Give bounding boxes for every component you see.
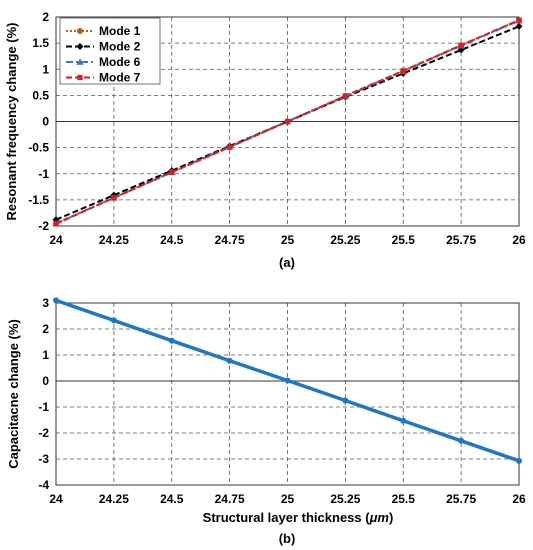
x-tick-label: 25: [281, 492, 295, 506]
y-tick-label: -0.5: [28, 141, 49, 155]
x-axis-label: Structural layer thickness (μm): [203, 510, 394, 525]
x-axis-label-text: Structural layer thickness (: [203, 510, 371, 525]
series-line: [55, 25, 520, 221]
data-point: [111, 195, 117, 201]
x-tick-label: 25.25: [330, 233, 360, 247]
plot-frame: [55, 16, 520, 227]
legend-box: [59, 17, 161, 85]
legend-label: Mode 1: [99, 24, 141, 38]
y-tick-label: -2: [38, 426, 49, 440]
legend-marker: [77, 28, 83, 34]
data-point: [458, 437, 465, 444]
data-point: [400, 417, 407, 424]
y-axis-label: Resonant frequency change (%): [4, 23, 19, 221]
series-line: [55, 19, 520, 225]
data-point: [227, 144, 233, 150]
x-axis-label-end: ): [389, 510, 393, 525]
data-point: [284, 118, 291, 125]
legend-marker: [77, 74, 83, 81]
y-tick-label: -4: [38, 478, 49, 492]
y-tick-label: 2: [42, 322, 49, 336]
x-axis-label-unit: μm: [369, 510, 390, 525]
x-tick-label: 24.75: [215, 233, 245, 247]
x-tick-label: 24.25: [99, 233, 129, 247]
y-tick-label: 0.5: [32, 88, 49, 102]
data-point: [458, 42, 464, 48]
x-tick-label: 25.5: [392, 233, 416, 247]
y-tick-label: 2: [42, 10, 49, 24]
x-tick-label: 24.25: [99, 492, 129, 506]
x-tick-label: 24: [49, 233, 63, 247]
data-point: [169, 169, 175, 175]
legend-marker: [76, 43, 84, 50]
x-tick-label: 24.75: [215, 492, 245, 506]
x-tick-label: 25.25: [330, 492, 360, 506]
data-point: [516, 17, 522, 23]
legend-label: Mode 2: [99, 40, 141, 54]
data-point: [400, 68, 406, 74]
series-1: [53, 297, 522, 464]
legend-marker: [76, 58, 84, 65]
chart-a: -2 -1.5 -1 -0.5 0 0.5 1 1.5 2 24 24.25 24.5 24.75 25 2…: [4, 10, 526, 270]
chart-b: -4 -3 -2 -1 0 1 2 3 24 24.25 24.5 24.75 25 25.25 25.5 2…: [6, 296, 526, 546]
data-point: [168, 337, 175, 344]
y-tick-label: 0: [42, 115, 49, 129]
x-tick-label: 24.5: [160, 233, 184, 247]
y-tick-label: 1: [42, 348, 49, 362]
x-tick-label: 26: [512, 492, 526, 506]
y-tick-label: 3: [42, 296, 49, 310]
data-point: [53, 297, 59, 304]
x-tick-label: 26: [512, 233, 526, 247]
legend-label: Mode 6: [99, 55, 141, 69]
x-tick-label: 25: [281, 233, 295, 247]
x-tick-label: 25.5: [392, 492, 416, 506]
x-tick-label: 25.75: [446, 233, 476, 247]
data-point: [515, 22, 523, 30]
data-point: [516, 457, 522, 464]
y-tick-label: 1.5: [32, 36, 49, 50]
x-tick-label: 24.5: [160, 492, 184, 506]
y-tick-label: 1: [42, 62, 49, 76]
series-mode-7: [53, 17, 522, 227]
data-point: [342, 397, 349, 404]
data-point: [342, 93, 348, 99]
x-tick-label: 24: [49, 492, 63, 506]
y-tick-label: -3: [38, 452, 49, 466]
caption-b: (b): [279, 531, 296, 546]
data-point: [53, 221, 59, 227]
y-tick-label: -1: [38, 167, 49, 181]
y-tick-label: -2: [38, 219, 49, 233]
y-axis-label: Capacitacne change (%): [6, 319, 21, 469]
plot-frame: [55, 302, 520, 486]
y-tick-label: -1.5: [28, 193, 49, 207]
y-tick-label: -1: [38, 400, 49, 414]
data-point: [226, 357, 233, 364]
data-point: [284, 377, 291, 384]
caption-a: (a): [279, 255, 295, 270]
legend-label: Mode 7: [99, 71, 141, 85]
x-tick-label: 25.75: [446, 492, 476, 506]
data-point: [110, 317, 117, 324]
y-tick-label: 0: [42, 374, 49, 388]
